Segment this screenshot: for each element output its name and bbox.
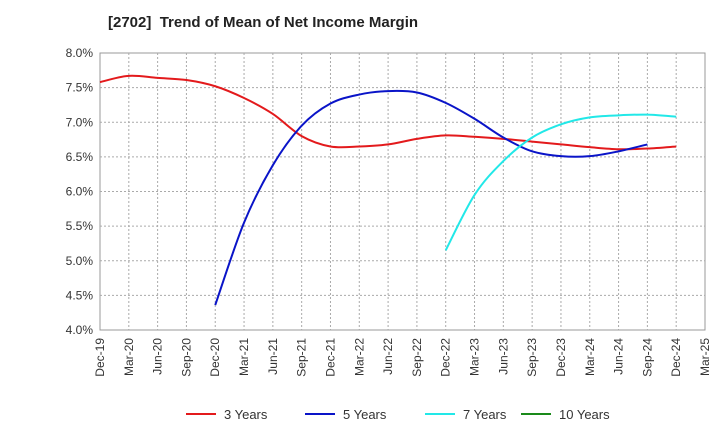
- x-tick-label: Mar-23: [468, 338, 482, 376]
- legend-label-7-years: 7 Years: [463, 407, 507, 422]
- chart-title: [2702] Trend of Mean of Net Income Margi…: [108, 14, 419, 31]
- y-tick-label: 5.0%: [66, 254, 94, 268]
- y-tick-label: 5.5%: [66, 219, 94, 233]
- x-tick-label: Dec-23: [554, 338, 568, 377]
- x-tick-label: Dec-20: [208, 338, 222, 377]
- y-tick-label: 6.5%: [66, 150, 94, 164]
- legend-label-5-years: 5 Years: [343, 407, 387, 422]
- series-line-3-years: [99, 74, 677, 151]
- y-tick-label: 7.0%: [66, 115, 94, 129]
- y-tick-label: 4.0%: [66, 323, 94, 337]
- x-tick-label: Mar-21: [237, 338, 251, 376]
- x-tick-label: Dec-22: [439, 338, 453, 377]
- x-tick-label: Mar-22: [352, 338, 366, 376]
- axes: 4.0% 4.5% 5.0% 5.5% 6.0% 6.5% 7.0% 7.5% 8.0% Dec-…: [66, 46, 712, 377]
- x-tick-label: Jun-23: [496, 338, 510, 375]
- plot-frame: [99, 52, 706, 331]
- series-lines: [99, 74, 677, 306]
- y-tick-label: 7.5%: [66, 81, 94, 95]
- x-tick-label: Mar-20: [122, 338, 136, 376]
- x-tick-label: Jun-21: [266, 338, 280, 375]
- legend: 3 Years 5 Years 7 Years 10 Years: [186, 407, 610, 422]
- x-tick-label: Sep-23: [525, 338, 539, 377]
- y-tick-label: 6.0%: [66, 185, 94, 199]
- x-tick-label: Dec-21: [323, 338, 337, 377]
- legend-label-3-years: 3 Years: [224, 407, 268, 422]
- x-tick-label: Sep-20: [179, 338, 193, 377]
- y-tick-label: 8.0%: [66, 46, 94, 60]
- grid: [99, 52, 706, 331]
- x-tick-label: Sep-24: [640, 338, 654, 377]
- y-tick-label: 4.5%: [66, 288, 94, 302]
- x-tick-label: Jun-22: [381, 338, 395, 375]
- x-tick-label: Sep-22: [410, 338, 424, 377]
- x-tick-label: Dec-24: [669, 338, 683, 377]
- x-tick-label: Jun-20: [151, 338, 165, 375]
- x-tick-label: Jun-24: [612, 338, 626, 375]
- x-tick-label: Mar-24: [583, 338, 597, 376]
- x-tick-label: Mar-25: [698, 338, 712, 376]
- series-line-7-years: [444, 113, 677, 251]
- series-line-5-years: [214, 89, 648, 306]
- legend-label-10-years: 10 Years: [559, 407, 610, 422]
- x-tick-label: Sep-21: [295, 338, 309, 377]
- x-tick-label: Dec-19: [93, 338, 107, 377]
